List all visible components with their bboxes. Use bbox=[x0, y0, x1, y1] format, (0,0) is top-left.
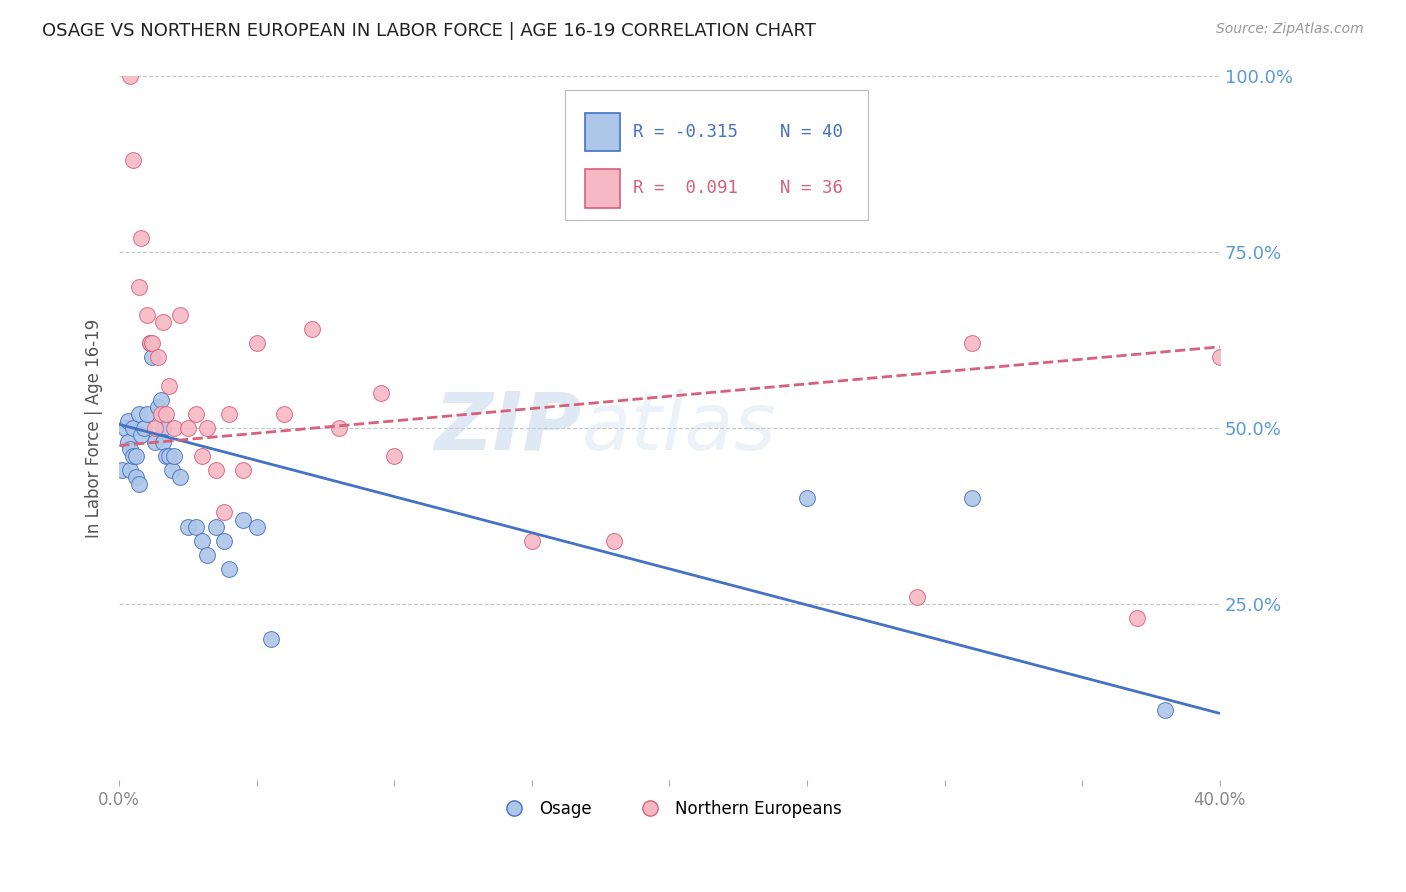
Point bbox=[122, 421, 145, 435]
Point bbox=[135, 308, 157, 322]
Point bbox=[163, 421, 186, 435]
Point bbox=[138, 336, 160, 351]
Point bbox=[204, 519, 226, 533]
Text: R =  0.091    N = 36: R = 0.091 N = 36 bbox=[633, 179, 844, 197]
Point bbox=[129, 428, 152, 442]
Point bbox=[143, 421, 166, 435]
Point bbox=[128, 477, 150, 491]
Point bbox=[186, 407, 208, 421]
Point bbox=[169, 470, 191, 484]
Point bbox=[960, 491, 983, 506]
Text: OSAGE VS NORTHERN EUROPEAN IN LABOR FORCE | AGE 16-19 CORRELATION CHART: OSAGE VS NORTHERN EUROPEAN IN LABOR FORC… bbox=[42, 22, 815, 40]
Point bbox=[195, 421, 218, 435]
Point bbox=[149, 407, 172, 421]
Point bbox=[114, 421, 136, 435]
Point bbox=[160, 463, 183, 477]
Point bbox=[246, 519, 269, 533]
Point bbox=[143, 435, 166, 450]
Point bbox=[141, 336, 163, 351]
Point bbox=[177, 421, 200, 435]
Point bbox=[129, 230, 152, 244]
Point bbox=[259, 632, 281, 647]
Point bbox=[796, 174, 818, 188]
Point bbox=[177, 519, 200, 533]
Point bbox=[301, 322, 323, 336]
Point bbox=[204, 463, 226, 477]
Point bbox=[1153, 703, 1175, 717]
Text: R = -0.315    N = 40: R = -0.315 N = 40 bbox=[633, 123, 844, 141]
Bar bbox=[585, 112, 620, 152]
Point bbox=[125, 449, 148, 463]
Point bbox=[152, 315, 174, 329]
Point bbox=[246, 336, 269, 351]
Point bbox=[384, 449, 406, 463]
Point bbox=[149, 392, 172, 407]
Point bbox=[232, 512, 254, 526]
Legend: Osage, Northern Europeans: Osage, Northern Europeans bbox=[491, 794, 848, 825]
Point bbox=[157, 378, 180, 392]
Point bbox=[122, 153, 145, 167]
Bar bbox=[585, 169, 620, 208]
Point bbox=[128, 280, 150, 294]
Point bbox=[370, 385, 392, 400]
Y-axis label: In Labor Force | Age 16-19: In Labor Force | Age 16-19 bbox=[86, 318, 103, 538]
Point bbox=[141, 351, 163, 365]
Point bbox=[218, 562, 240, 576]
Point bbox=[1126, 611, 1149, 625]
Point bbox=[157, 449, 180, 463]
Point bbox=[117, 414, 139, 428]
Point bbox=[169, 308, 191, 322]
Point bbox=[125, 470, 148, 484]
Point bbox=[122, 449, 145, 463]
Point bbox=[155, 449, 177, 463]
Point bbox=[960, 336, 983, 351]
Point bbox=[146, 351, 169, 365]
Point bbox=[120, 463, 142, 477]
Point bbox=[212, 533, 235, 548]
Point bbox=[111, 463, 134, 477]
Point bbox=[186, 519, 208, 533]
Text: Source: ZipAtlas.com: Source: ZipAtlas.com bbox=[1216, 22, 1364, 37]
Point bbox=[232, 463, 254, 477]
Point bbox=[128, 407, 150, 421]
Point bbox=[603, 533, 626, 548]
Point bbox=[132, 421, 155, 435]
Point bbox=[138, 336, 160, 351]
Point bbox=[1209, 351, 1232, 365]
Point bbox=[796, 491, 818, 506]
Point bbox=[191, 449, 214, 463]
Text: ZIP: ZIP bbox=[434, 389, 582, 467]
Point bbox=[120, 442, 142, 456]
Point bbox=[135, 407, 157, 421]
Point bbox=[117, 435, 139, 450]
Point bbox=[146, 400, 169, 414]
Point bbox=[905, 590, 928, 604]
Point bbox=[163, 449, 186, 463]
Point bbox=[120, 69, 142, 83]
Point bbox=[195, 548, 218, 562]
Point bbox=[155, 407, 177, 421]
Point bbox=[191, 533, 214, 548]
Text: atlas: atlas bbox=[582, 389, 776, 467]
Point bbox=[273, 407, 295, 421]
Point bbox=[520, 533, 543, 548]
Point bbox=[328, 421, 350, 435]
Point bbox=[212, 506, 235, 520]
Point bbox=[218, 407, 240, 421]
FancyBboxPatch shape bbox=[565, 89, 868, 220]
Point bbox=[152, 421, 174, 435]
Point bbox=[152, 435, 174, 450]
